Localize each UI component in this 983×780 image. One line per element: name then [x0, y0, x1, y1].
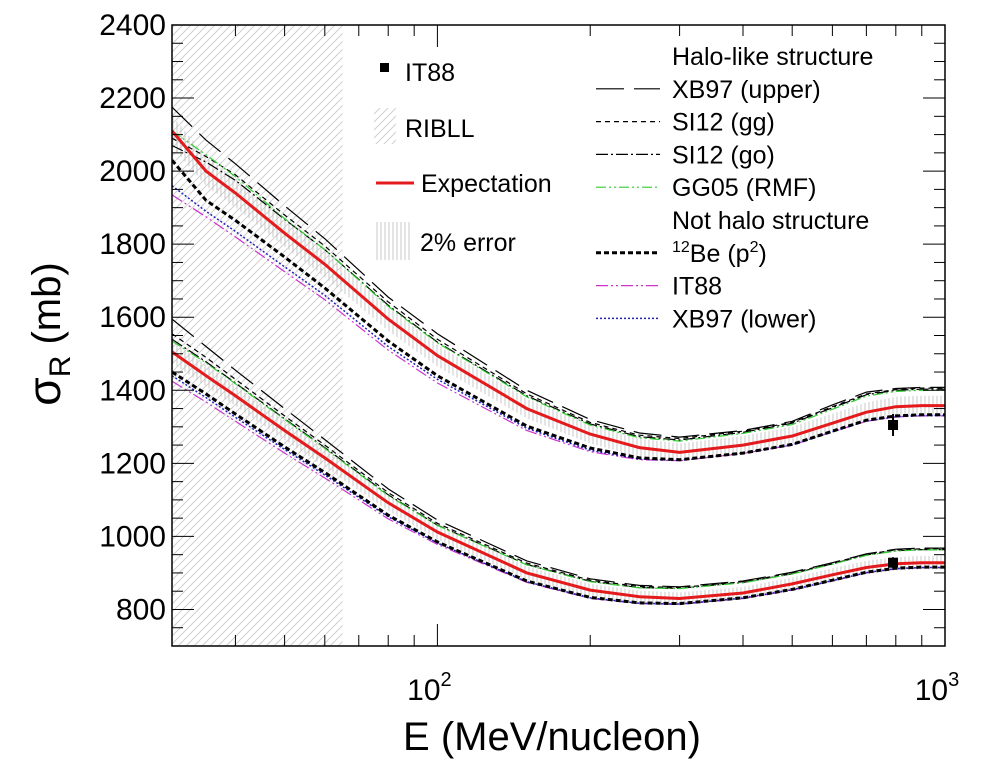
y-tick-label: 1000 — [99, 520, 166, 553]
y-tick-label: 1800 — [99, 228, 166, 261]
y-tick-label: 2200 — [99, 82, 166, 115]
y-tick-label: 1400 — [99, 374, 166, 407]
legend-label-header_halo: Halo-like structure — [672, 43, 873, 71]
legend-be12-mass: 12 — [672, 239, 690, 256]
x-axis-ticks: 102 103 — [171, 25, 960, 707]
ribll-hatch — [172, 25, 343, 646]
x-axis-title: E (MeV/nucleon) — [403, 715, 701, 759]
legend-be12-end: ) — [758, 240, 766, 268]
y-axis-title-symbol: σ — [18, 377, 70, 405]
y-axis-ticks: 800 1000 1200 1400 1600 1800 2000 2200 2400 — [99, 9, 945, 647]
curve-si12_gg-upper_group — [172, 137, 945, 440]
legend-be12-main: Be (p — [690, 240, 750, 268]
legend-it88-marker — [380, 63, 389, 72]
legend-label-gg05_rmf: GG05 (RMF) — [672, 174, 816, 202]
legend-left: IT88 RIBLL Expectation 2% error — [374, 59, 552, 260]
ribll-shaded-region — [172, 25, 343, 646]
legend-label-error2: 2% error — [420, 229, 516, 257]
y-axis-title-unit: (mb) — [25, 262, 69, 355]
y-axis-title-sub: R — [44, 356, 77, 378]
curve-expectation-lower_group — [172, 350, 945, 601]
x-tick-label: 102 — [407, 669, 452, 707]
legend-be12-power: 2 — [750, 239, 759, 256]
legend-label-it88_data: IT88 — [405, 59, 455, 87]
y-tick-label: 2000 — [99, 155, 166, 188]
curve-gg05_rmf-lower_group — [172, 340, 945, 590]
x-tick-base: 10 — [407, 674, 440, 707]
curve-xb97_lower-upper_group — [172, 185, 945, 462]
x-tick-base: 10 — [915, 674, 948, 707]
legend-label-expectation: Expectation — [421, 170, 552, 198]
model-curves — [172, 106, 945, 606]
curve-si12_gg-lower_group — [172, 333, 945, 589]
curve-be12_p2-upper_group — [172, 159, 945, 462]
legend-right: Halo-like structure XB97 (upper) SI12 (gg)… — [596, 43, 873, 333]
legend-label-xb97_upper: XB97 (upper) — [672, 76, 821, 104]
legend-label-xb97_lower: XB97 (lower) — [672, 305, 817, 333]
y-tick-label: 2400 — [99, 9, 166, 42]
curve-si12_go-upper_group — [172, 144, 945, 441]
curve-expectation-upper_group — [172, 129, 945, 454]
y-tick-label: 800 — [116, 593, 166, 626]
legend-label-be12_p2: 12Be (p2) — [672, 239, 767, 268]
it88-point-0 — [888, 419, 899, 430]
y-tick-label: 1200 — [99, 447, 166, 480]
x-tick-exponent: 2 — [441, 669, 452, 691]
it88-point-1 — [888, 557, 899, 568]
legend-error-swatch — [376, 222, 412, 260]
x-tick-label: 103 — [915, 669, 960, 707]
x-tick-exponent: 3 — [948, 669, 959, 691]
legend-ribll-swatch — [374, 108, 396, 144]
curve-be12_p2-lower_group — [172, 370, 945, 606]
y-tick-label: 1600 — [99, 301, 166, 334]
it88-data-points — [888, 414, 899, 569]
curve-xb97_upper-upper_group — [172, 106, 945, 438]
legend-label-header_nothalo: Not halo structure — [672, 207, 869, 235]
legend-label-si12_go: SI12 (go) — [672, 141, 775, 169]
curve-si12_go-lower_group — [172, 338, 945, 589]
y-axis-title: σR (mb) — [18, 262, 77, 405]
legend-label-si12_gg: SI12 (gg) — [672, 109, 775, 137]
legend-label-ribll: RIBLL — [405, 115, 475, 143]
legend-label-it88_model: IT88 — [672, 273, 722, 301]
